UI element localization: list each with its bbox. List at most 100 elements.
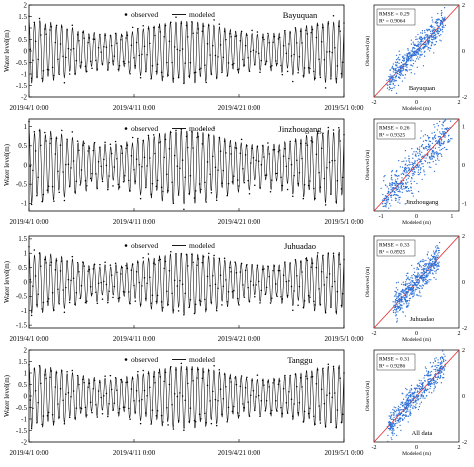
scatter-point [397, 201, 399, 203]
scatter-point [405, 402, 407, 404]
observed-point [289, 32, 291, 34]
observed-point [139, 197, 142, 200]
observed-point [134, 64, 137, 67]
observed-point [218, 257, 221, 260]
y-tick-label: 1 [24, 250, 28, 258]
scatter-point [416, 391, 418, 394]
scatter-point [413, 281, 416, 284]
observed-point [319, 186, 322, 188]
scatter-point [441, 28, 444, 31]
scatter-point [422, 264, 425, 267]
scatter-point [411, 192, 413, 194]
observed-point [217, 400, 219, 402]
scatter-point [394, 300, 396, 303]
observed-point [105, 46, 108, 48]
observed-point [275, 399, 277, 402]
observed-point [318, 288, 320, 290]
observed-point [297, 182, 299, 185]
scatter-point [441, 362, 443, 365]
scatter-point [423, 171, 425, 173]
observed-point [244, 44, 247, 47]
observed-point [261, 36, 264, 39]
observed-point [120, 145, 122, 147]
observed-point [66, 260, 68, 262]
scatter-point [419, 42, 421, 44]
observed-point [125, 147, 127, 150]
scatter-point [421, 392, 423, 394]
scatter-point [409, 284, 412, 286]
observed-point [265, 286, 268, 289]
observed-point [110, 152, 113, 155]
scatter-point [404, 296, 406, 299]
y-tick-label: 0.5 [18, 36, 27, 44]
scatter-point [414, 284, 416, 286]
scatter-point [414, 54, 416, 56]
scatter-point [422, 278, 424, 280]
scatter-point [408, 286, 410, 289]
scatter-point [419, 389, 421, 391]
scatter-point [409, 287, 411, 289]
observed-point [326, 51, 328, 53]
scatter-point [393, 187, 395, 189]
observed-point [30, 314, 33, 317]
scatter-point [448, 140, 450, 143]
observed-point [196, 32, 198, 34]
scatter-point [412, 153, 414, 155]
scatter-point [412, 53, 414, 55]
observed-point [143, 156, 146, 158]
observed-point [103, 46, 105, 48]
observed-point [126, 34, 129, 36]
scatter-point [442, 31, 444, 33]
scatter-point [405, 167, 408, 169]
observed-point [45, 377, 47, 380]
scatter-point [407, 306, 409, 308]
observed-point [252, 390, 255, 392]
observed-point [147, 253, 150, 255]
scatter-point [424, 389, 426, 391]
observed-point [146, 395, 148, 397]
observed-point [113, 166, 116, 168]
scatter-point [419, 276, 421, 279]
observed-point [293, 174, 295, 177]
observed-point [301, 157, 303, 160]
observed-point [286, 188, 289, 191]
observed-point [303, 410, 306, 413]
observed-point [197, 258, 200, 260]
observed-point [259, 71, 261, 73]
scatter-point [437, 262, 439, 265]
observed-point [118, 407, 121, 410]
scatter-point [405, 279, 408, 281]
observed-point [334, 280, 336, 283]
observed-point [229, 145, 231, 147]
observed-point [82, 144, 84, 146]
observed-point [57, 58, 59, 60]
scatter-point [427, 370, 430, 373]
observed-point [202, 256, 205, 258]
scatter-point [433, 38, 435, 40]
observed-point [187, 265, 189, 267]
scatter-point [412, 157, 414, 159]
observed-point [261, 379, 264, 382]
scatter-point [394, 308, 396, 311]
scatter-point [391, 87, 393, 90]
scatter-point [430, 152, 433, 155]
scatter-point [393, 406, 395, 408]
r2-label: R² = 0.9325 [379, 133, 406, 139]
observed-point [103, 280, 105, 283]
observed-point [254, 295, 256, 298]
scatter-point [424, 34, 427, 36]
scatter-point [428, 383, 430, 386]
observed-point [93, 38, 96, 40]
y-tick-label: 0 [24, 161, 28, 169]
scatter-point [410, 387, 412, 390]
observed-point [204, 412, 206, 415]
observed-point [269, 302, 272, 304]
observed-point [280, 296, 282, 298]
observed-point [212, 275, 214, 277]
scatter-point [415, 50, 418, 52]
observed-point [42, 415, 45, 417]
observed-point [191, 21, 193, 23]
scatter-point [406, 174, 408, 176]
observed-point [54, 153, 57, 155]
